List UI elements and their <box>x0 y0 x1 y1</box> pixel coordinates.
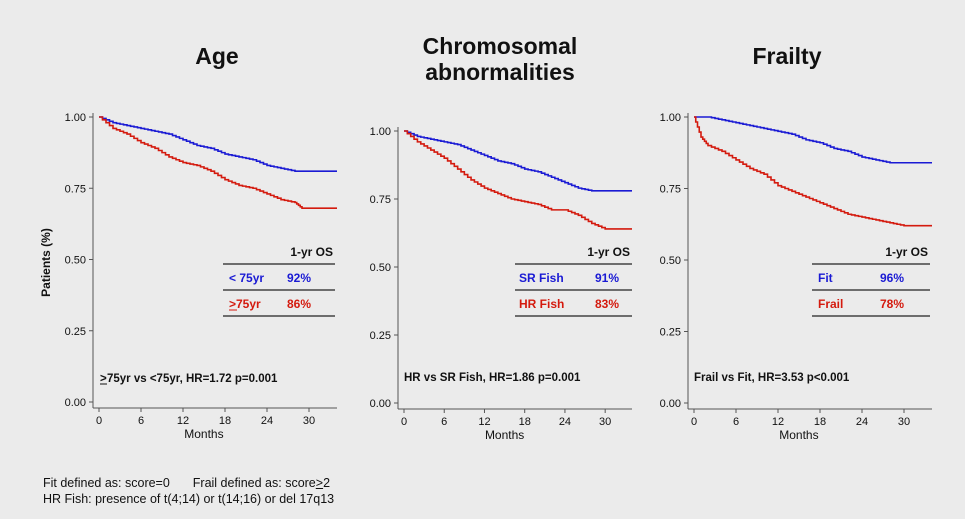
x-tick-label: 24 <box>856 416 868 428</box>
title-line: Frailty <box>752 43 822 69</box>
hr-annotation: Frail vs Fit, HR=3.53 p<0.001 <box>694 372 850 384</box>
chart-title-frailty: Frailty <box>752 43 821 69</box>
x-axis-label: Months <box>779 428 818 442</box>
os-row-label: SR Fish <box>519 271 564 285</box>
y-axis-label: Patients (%) <box>39 228 53 297</box>
hr-annotation: HR vs SR Fish, HR=1.86 p=0.001 <box>404 372 581 384</box>
y-tick-label: 1.00 <box>660 112 681 124</box>
x-tick-label: 6 <box>138 415 144 427</box>
title-line: Age <box>195 43 239 69</box>
y-tick-label: 0.25 <box>370 330 391 342</box>
os-row-label: Fit <box>818 271 833 285</box>
chart-panel-0: 0.00 0.25 0.50 0.75 1.00 0 6 12 18 24 30 Months Pati… <box>39 112 337 441</box>
os-row-label: 75yr <box>236 297 261 311</box>
x-tick-label: 30 <box>303 415 315 427</box>
chart-panel-1: 0.00 0.25 0.50 0.75 1.00 0 6 12 18 24 30 Months 1-yr… <box>370 126 632 442</box>
y-tick-label: 0.25 <box>65 326 86 338</box>
y-tick-label: 0.25 <box>660 327 681 339</box>
y-tick-label: 1.00 <box>65 112 86 124</box>
x-tick-label: 18 <box>814 416 826 428</box>
footnote-frail: Frail defined as: score <box>192 476 316 490</box>
footnote-frail-symbol: > <box>315 476 324 490</box>
y-tick-label: 0.50 <box>370 262 391 274</box>
y-tick-label: 0.75 <box>660 184 681 196</box>
x-tick-label: 12 <box>478 416 490 428</box>
x-tick-label: 12 <box>772 416 784 428</box>
y-tick-label: 0.50 <box>65 255 86 267</box>
chart-title-age: Age <box>195 43 238 69</box>
x-tick-label: 6 <box>733 416 739 428</box>
os-row-label: HR Fish <box>519 297 564 311</box>
km-curve-blue <box>694 116 932 164</box>
y-tick-label: 0.50 <box>660 255 681 267</box>
os-row-prefix: > <box>229 297 236 311</box>
footnote-frail-value: 2 <box>323 476 331 490</box>
y-tick-label: 0.00 <box>65 397 86 409</box>
chart-title-chromosomal: Chromosomal abnormalities <box>423 33 578 85</box>
footnote-fit: Fit defined as: score=0 <box>43 476 170 490</box>
y-tick-label: 0.75 <box>370 194 391 206</box>
x-tick-label: 18 <box>219 415 231 427</box>
os-table-header: 1-yr OS <box>885 245 928 259</box>
os-row-label: < 75yr <box>229 271 264 285</box>
footnote-hr-fish: HR Fish: presence of t(4;14) or t(14;16)… <box>43 492 335 506</box>
os-row-value: 96% <box>880 271 904 285</box>
x-tick-label: 24 <box>261 415 273 427</box>
os-row-value: 83% <box>595 297 619 311</box>
x-tick-label: 30 <box>599 416 611 428</box>
footnote-line-1: Fit defined as: score=0 Frail defined as… <box>43 476 330 490</box>
x-axis-label: Months <box>485 428 524 442</box>
x-tick-label: 12 <box>177 415 189 427</box>
os-row-value: 86% <box>287 297 311 311</box>
chart-panel-2: 0.00 0.25 0.50 0.75 1.00 0 6 12 18 24 30 Months 1-yr… <box>660 112 932 442</box>
os-table-header: 1-yr OS <box>290 245 333 259</box>
hr-annotation: 75yr vs <75yr, HR=1.72 p=0.001 <box>107 373 278 385</box>
x-tick-label: 30 <box>898 416 910 428</box>
y-tick-label: 0.75 <box>65 183 86 195</box>
x-tick-label: 0 <box>691 416 697 428</box>
hr-annotation-prefix: > <box>100 373 107 385</box>
os-table-header: 1-yr OS <box>587 245 630 259</box>
x-tick-label: 0 <box>96 415 102 427</box>
os-row-value: 78% <box>880 297 904 311</box>
y-tick-label: 0.00 <box>660 398 681 410</box>
y-tick-label: 1.00 <box>370 126 391 138</box>
os-row-label: Frail <box>818 297 843 311</box>
x-axis-label: Months <box>184 427 223 441</box>
km-curve-blue <box>99 116 337 172</box>
km-curve-red <box>99 116 337 209</box>
km-curve-red <box>404 130 632 230</box>
x-tick-label: 24 <box>559 416 571 428</box>
x-tick-label: 6 <box>441 416 447 428</box>
km-curve-red <box>694 116 932 227</box>
x-tick-label: 18 <box>519 416 531 428</box>
os-row-value: 92% <box>287 271 311 285</box>
os-row-value: 91% <box>595 271 619 285</box>
x-tick-label: 0 <box>401 416 407 428</box>
title-line: Chromosomal <box>422 33 578 59</box>
footnote-line-2: HR Fish: presence of t(4;14) or t(14;16)… <box>43 492 334 506</box>
km-curve-blue <box>404 130 632 192</box>
y-tick-label: 0.00 <box>370 398 391 410</box>
title-line: abnormalities <box>425 59 575 85</box>
